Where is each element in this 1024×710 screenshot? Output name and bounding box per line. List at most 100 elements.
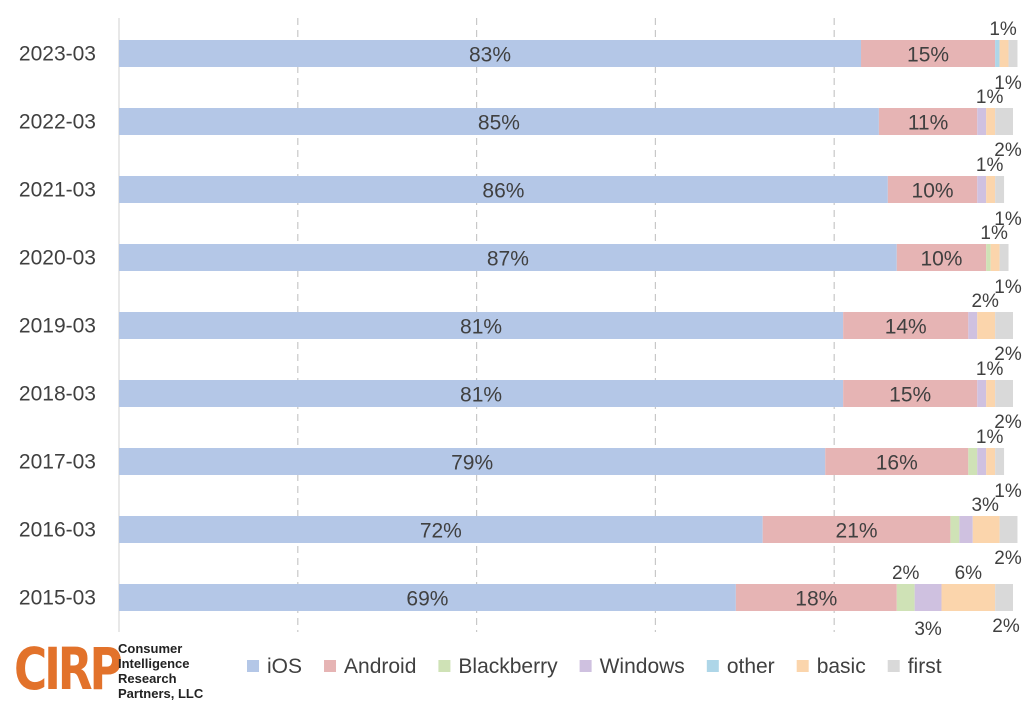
bar-segment <box>1008 40 1018 67</box>
data-label: 3% <box>971 495 999 516</box>
data-label: 1% <box>980 223 1008 244</box>
data-label: 81% <box>460 316 502 339</box>
data-label: 2% <box>994 548 1022 569</box>
data-label: 18% <box>795 588 837 611</box>
bar-segment <box>762 516 951 543</box>
category-label: 2015-03 <box>19 587 96 610</box>
bar-segment <box>735 584 897 611</box>
legend-label: Windows <box>600 655 685 678</box>
bar-segment <box>977 380 987 407</box>
bar-segment <box>119 584 736 611</box>
data-label: 72% <box>420 520 462 543</box>
bar-segment <box>986 108 996 135</box>
legend-label: basic <box>817 655 866 678</box>
legend-swatch <box>706 660 719 672</box>
data-label: 2% <box>992 616 1020 637</box>
legend-swatch <box>324 660 337 672</box>
legend-swatch <box>438 660 451 672</box>
data-label: 87% <box>487 248 529 271</box>
bar-segment <box>999 516 1018 543</box>
bar-segment <box>995 312 1013 339</box>
bar-segment <box>861 40 996 67</box>
bar-segment <box>843 312 969 339</box>
legend-label: first <box>908 655 942 678</box>
data-label: 83% <box>469 44 511 67</box>
bar-segment <box>972 516 1000 543</box>
category-label: 2022-03 <box>19 111 96 134</box>
bar-segment <box>995 380 1013 407</box>
bar-segment <box>999 244 1009 271</box>
bar-segment <box>896 584 915 611</box>
bar-segment <box>968 448 978 475</box>
bar-segment <box>825 448 969 475</box>
bar-segment <box>119 312 844 339</box>
bar-segment <box>995 176 1005 203</box>
category-label: 2021-03 <box>19 179 96 202</box>
logo-line: Intelligence <box>118 656 190 671</box>
bar-segment <box>941 584 996 611</box>
legend-label: iOS <box>267 655 302 678</box>
bar-segment <box>896 244 987 271</box>
data-label: 1% <box>976 87 1004 108</box>
bar-segment <box>119 40 862 67</box>
bar-segment <box>878 108 978 135</box>
logo-company-name: Consumer Intelligence Research Partners,… <box>118 641 228 701</box>
bar-segment <box>887 176 978 203</box>
category-label: 2020-03 <box>19 247 96 270</box>
bar-segment <box>995 584 1013 611</box>
bar-segment <box>119 176 888 203</box>
bar-segment <box>995 40 1000 67</box>
bar-segment <box>986 380 996 407</box>
data-label: 3% <box>914 619 942 640</box>
data-label: 1% <box>994 481 1022 502</box>
data-label: 15% <box>907 44 949 67</box>
bar-segment <box>119 448 826 475</box>
legend-swatch <box>579 660 592 672</box>
data-label: 2% <box>994 344 1022 365</box>
category-label: 2019-03 <box>19 315 96 338</box>
logo-mark: CIRP <box>14 635 123 703</box>
bar-segment <box>990 244 1000 271</box>
category-label: 2016-03 <box>19 519 96 542</box>
bar-segment <box>995 108 1013 135</box>
cirp-logo: CIRP Consumer Intelligence Research Part… <box>14 638 224 704</box>
data-label: 85% <box>478 112 520 135</box>
bar-segment <box>986 176 996 203</box>
logo-line: Partners, LLC <box>118 686 204 701</box>
legend-label: Android <box>344 655 416 678</box>
bar-segment <box>843 380 978 407</box>
bar-segment <box>995 448 1005 475</box>
bar-segment <box>977 108 987 135</box>
data-label: 15% <box>889 384 931 407</box>
bar-segment <box>986 244 991 271</box>
legend-label: Blackberry <box>458 655 558 678</box>
data-label: 14% <box>885 316 927 339</box>
legend-label: other <box>727 655 775 678</box>
bar-segment <box>959 516 973 543</box>
bar-segment <box>950 516 960 543</box>
data-label: 1% <box>989 19 1017 40</box>
logo-line: Research <box>118 671 177 686</box>
data-label: 2% <box>892 563 920 584</box>
category-label: 2017-03 <box>19 451 96 474</box>
data-label: 79% <box>451 452 493 475</box>
data-label: 10% <box>912 180 954 203</box>
data-label: 81% <box>460 384 502 407</box>
bar-segment <box>977 312 996 339</box>
data-label: 2% <box>994 140 1022 161</box>
bar-segment <box>986 448 996 475</box>
category-label: 2018-03 <box>19 383 96 406</box>
logo-line: Consumer <box>118 641 183 656</box>
data-label: 69% <box>406 588 448 611</box>
data-label: 86% <box>482 180 524 203</box>
bar-segment <box>914 584 942 611</box>
data-label: 21% <box>836 520 878 543</box>
data-label: 10% <box>920 248 962 271</box>
bar-segment <box>977 176 987 203</box>
bar-segment <box>968 312 978 339</box>
legend-swatch <box>247 660 259 672</box>
bar-segment <box>119 108 879 135</box>
bar-segment <box>119 516 763 543</box>
data-label: 1% <box>976 155 1004 176</box>
